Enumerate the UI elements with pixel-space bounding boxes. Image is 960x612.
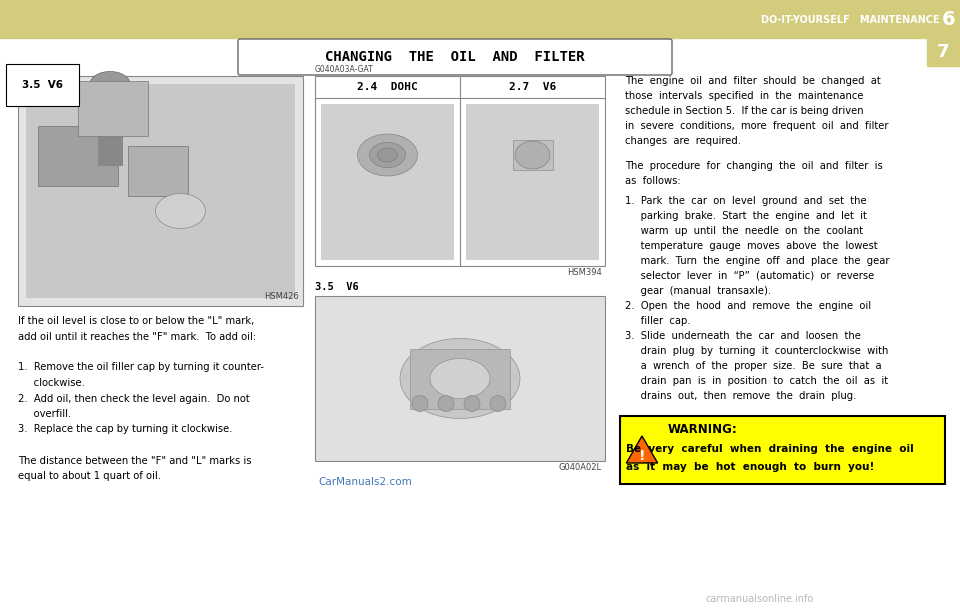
Ellipse shape <box>156 193 205 228</box>
Ellipse shape <box>515 141 550 169</box>
Text: a  wrench  of  the  proper  size.  Be  sure  that  a: a wrench of the proper size. Be sure tha… <box>625 361 881 371</box>
Bar <box>315 296 605 461</box>
Bar <box>128 146 188 196</box>
Text: those  intervals  specified  in  the  maintenance: those intervals specified in the mainten… <box>625 91 863 101</box>
Text: If the oil level is close to or below the "L" mark,: If the oil level is close to or below th… <box>18 316 254 326</box>
Text: CHANGING  THE  OIL  AND  FILTER: CHANGING THE OIL AND FILTER <box>325 50 585 64</box>
Text: Be  very  careful  when  draining  the  engine  oil: Be very careful when draining the engine… <box>626 444 914 454</box>
Bar <box>927 38 960 66</box>
Text: 3.  Slide  underneath  the  car  and  loosen  the: 3. Slide underneath the car and loosen t… <box>625 331 861 341</box>
Text: CarManuals2.com: CarManuals2.com <box>318 477 412 487</box>
Circle shape <box>438 395 454 411</box>
Text: filler  cap.: filler cap. <box>625 316 690 326</box>
Bar <box>321 104 454 260</box>
Text: as  follows:: as follows: <box>625 176 681 186</box>
Text: 2.  Open  the  hood  and  remove  the  engine  oil: 2. Open the hood and remove the engine o… <box>625 301 871 311</box>
Text: 6: 6 <box>942 10 955 29</box>
Bar <box>0 0 960 38</box>
Bar <box>26 84 295 298</box>
Text: 3.  Replace the cap by turning it clockwise.: 3. Replace the cap by turning it clockwi… <box>18 425 232 435</box>
Text: 1.  Remove the oil filler cap by turning it counter-: 1. Remove the oil filler cap by turning … <box>18 362 264 373</box>
Text: 2.4  DOHC: 2.4 DOHC <box>357 82 418 92</box>
Text: mark.  Turn  the  engine  off  and  place  the  gear: mark. Turn the engine off and place the … <box>625 256 890 266</box>
Text: 1.  Park  the  car  on  level  ground  and  set  the: 1. Park the car on level ground and set … <box>625 196 867 206</box>
Text: carmanualsonline.info: carmanualsonline.info <box>706 594 814 604</box>
Text: changes  are  required.: changes are required. <box>625 136 741 146</box>
Text: 2.  Add oil, then check the level again.  Do not: 2. Add oil, then check the level again. … <box>18 394 250 403</box>
Ellipse shape <box>357 134 418 176</box>
Ellipse shape <box>430 359 490 398</box>
Text: add oil until it reaches the "F" mark.  To add oil:: add oil until it reaches the "F" mark. T… <box>18 332 256 341</box>
Text: temperature  gauge  moves  above  the  lowest: temperature gauge moves above the lowest <box>625 241 877 251</box>
Text: G040A02L: G040A02L <box>559 463 602 472</box>
Bar <box>513 140 553 170</box>
Ellipse shape <box>90 72 130 97</box>
Bar <box>78 81 148 136</box>
Text: clockwise.: clockwise. <box>18 378 84 388</box>
Bar <box>18 76 303 306</box>
Circle shape <box>412 395 428 411</box>
Bar <box>466 104 599 260</box>
Text: The  procedure  for  changing  the  oil  and  filter  is: The procedure for changing the oil and f… <box>625 161 883 171</box>
Text: 2.7  V6: 2.7 V6 <box>509 82 556 92</box>
Text: selector  lever  in  “P”  (automatic)  or  reverse: selector lever in “P” (automatic) or rev… <box>625 271 875 281</box>
Ellipse shape <box>377 148 397 162</box>
Circle shape <box>490 395 506 411</box>
Text: WARNING:: WARNING: <box>668 423 737 436</box>
Polygon shape <box>626 436 658 463</box>
Bar <box>98 86 123 166</box>
Circle shape <box>464 395 480 411</box>
Bar <box>620 416 945 484</box>
Bar <box>315 76 605 266</box>
Text: drain  plug  by  turning  it  counterclockwise  with: drain plug by turning it counterclockwis… <box>625 346 888 356</box>
Text: as  it  may  be  hot  enough  to  burn  you!: as it may be hot enough to burn you! <box>626 462 875 472</box>
Text: overfill.: overfill. <box>18 409 71 419</box>
Text: !: ! <box>638 449 645 463</box>
Text: warm  up  until  the  needle  on  the  coolant: warm up until the needle on the coolant <box>625 226 863 236</box>
Text: equal to about 1 quart of oil.: equal to about 1 quart of oil. <box>18 471 161 481</box>
Text: 7: 7 <box>937 43 949 61</box>
Text: 3.5  V6: 3.5 V6 <box>315 282 359 292</box>
Text: G040A03A-GAT: G040A03A-GAT <box>315 65 373 74</box>
Bar <box>410 348 510 408</box>
Text: drain  pan  is  in  position  to  catch  the  oil  as  it: drain pan is in position to catch the oi… <box>625 376 888 386</box>
Text: The distance between the "F" and "L" marks is: The distance between the "F" and "L" mar… <box>18 455 252 466</box>
Text: parking  brake.  Start  the  engine  and  let  it: parking brake. Start the engine and let … <box>625 211 867 221</box>
Text: 3.5  V6: 3.5 V6 <box>22 80 63 90</box>
Text: DO-IT-YOURSELF   MAINTENANCE: DO-IT-YOURSELF MAINTENANCE <box>761 15 940 24</box>
Bar <box>38 126 118 186</box>
Ellipse shape <box>370 143 405 168</box>
Text: drains  out,  then  remove  the  drain  plug.: drains out, then remove the drain plug. <box>625 391 856 401</box>
Text: schedule in Section 5.  If the car is being driven: schedule in Section 5. If the car is bei… <box>625 106 864 116</box>
Text: HSM394: HSM394 <box>567 268 602 277</box>
Text: The  engine  oil  and  filter  should  be  changed  at: The engine oil and filter should be chan… <box>625 76 880 86</box>
Ellipse shape <box>400 338 520 419</box>
Text: gear  (manual  transaxle).: gear (manual transaxle). <box>625 286 771 296</box>
Text: in  severe  conditions,  more  frequent  oil  and  filter: in severe conditions, more frequent oil … <box>625 121 889 131</box>
FancyBboxPatch shape <box>238 39 672 75</box>
Text: HSM426: HSM426 <box>264 292 299 301</box>
